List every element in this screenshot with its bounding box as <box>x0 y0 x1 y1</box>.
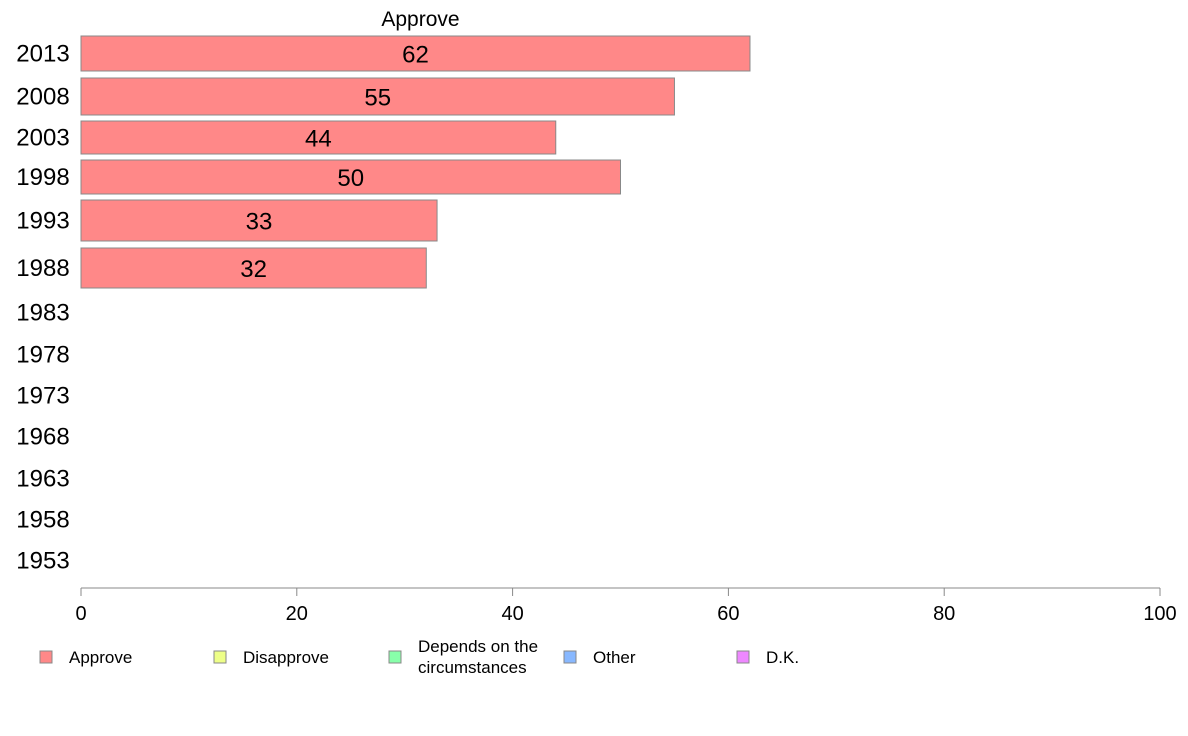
legend-swatch-disapprove <box>213 650 227 664</box>
y-tick-labels: 2013 2008 2003 1998 1993 1988 1983 1978 1973 1968… <box>16 41 69 575</box>
x-tick-label-40: 40 <box>501 603 523 625</box>
bar-value-label-1998: 50 <box>337 165 364 192</box>
series-title: Approve <box>381 8 459 31</box>
y-tick-label-1958: 1958 <box>16 507 69 534</box>
x-tick-label-0: 0 <box>75 603 86 625</box>
x-tick-label-20: 20 <box>286 603 308 625</box>
legend-swatch-approve <box>39 650 53 664</box>
x-tick-label-80: 80 <box>933 603 955 625</box>
bar-1998 <box>80 159 621 195</box>
legend: Approve Disapprove Depends on the circumsta… <box>39 637 799 677</box>
legend-label-d-k: D.K. <box>766 648 799 667</box>
y-tick-label-1988: 1988 <box>16 255 69 282</box>
x-tick-label-100: 100 <box>1143 603 1176 625</box>
y-tick-label-1968: 1968 <box>16 424 69 451</box>
legend-label-approve: Approve <box>69 648 132 667</box>
bar-2008 <box>80 77 675 116</box>
legend-label-other: Other <box>593 648 636 667</box>
bar-2013 <box>80 35 751 72</box>
bar-value-label-2008: 55 <box>364 85 391 112</box>
y-tick-label-2003: 2003 <box>16 125 69 152</box>
y-tick-label-1978: 1978 <box>16 342 69 369</box>
y-tick-label-1953: 1953 <box>16 548 69 575</box>
y-tick-label-2008: 2008 <box>16 84 69 111</box>
bar-1988 <box>80 247 427 289</box>
bar-value-label-2013: 62 <box>402 42 429 69</box>
legend-swatch-depends-on-the-circumstances <box>388 650 402 664</box>
legend-swatch-other <box>563 650 577 664</box>
y-tick-label-1983: 1983 <box>16 300 69 327</box>
legend-label-depends-on-the-circumstances: Depends on the circumstances <box>418 637 538 677</box>
y-tick-label-1998: 1998 <box>16 164 69 191</box>
y-tick-label-2013: 2013 <box>16 41 69 68</box>
x-axis: 0 20 40 60 80 100 <box>75 587 1177 625</box>
y-tick-label-1963: 1963 <box>16 466 69 493</box>
bar-value-label-1993: 33 <box>246 209 273 236</box>
y-tick-label-1993: 1993 <box>16 208 69 235</box>
bar-2003 <box>80 120 557 155</box>
y-tick-label-1973: 1973 <box>16 383 69 410</box>
series-title-layer: Approve <box>381 8 459 31</box>
legend-swatch-d-k <box>736 650 750 664</box>
x-tick-label-60: 60 <box>717 603 739 625</box>
legend-label-disapprove: Disapprove <box>243 648 329 667</box>
bar-value-label-1988: 32 <box>240 256 267 283</box>
bar-1993 <box>80 199 438 242</box>
bar-value-label-2003: 44 <box>305 126 332 153</box>
